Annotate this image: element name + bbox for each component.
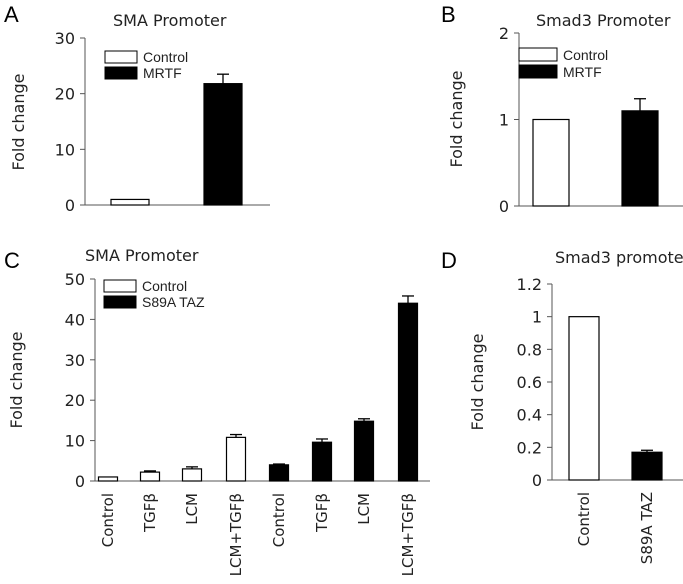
panel-a-y-tick-label: 0 [65, 196, 75, 215]
panel-a-y-tick-label: 30 [55, 29, 75, 48]
panel-a-legend-swatch [104, 50, 138, 64]
panel-d-x-category-label: Control [575, 492, 593, 546]
panel-b-bar [621, 110, 659, 207]
panel-d-y-tick-label: 0.2 [517, 438, 542, 457]
panel-c-legend-label: Control [142, 278, 187, 294]
panel-a-bar [203, 83, 243, 206]
panel-b-title: Smad3 Promoter [536, 11, 671, 30]
panel-b-bar [532, 118, 570, 207]
panel-b-y-axis-label: Fold change [447, 71, 466, 168]
panel-c-y-tick-label: 40 [65, 310, 85, 329]
panel-c-bar [139, 471, 161, 482]
panel-c-x-category-label: TGFβ [313, 493, 331, 533]
panel-d-bar [568, 316, 600, 481]
panel-d-y-axis-label: Fold change [468, 334, 487, 431]
panel-d-x-category-label: S89A TAZ [638, 492, 656, 564]
panel-b-legend-label: MRTF [563, 64, 602, 80]
panel-c-x-category-label: Control [99, 493, 117, 547]
panel-a-y-tick-label: 10 [55, 140, 75, 159]
panel-c-legend-label: S89A TAZ [142, 294, 205, 310]
panel-letter-a: A [4, 2, 19, 27]
panel-c-x-category-label: TGFβ [141, 493, 159, 533]
panel-c-bar [311, 441, 333, 482]
panel-c-bar [225, 436, 247, 482]
panel-c-bar [268, 464, 290, 482]
panel-a-bar [110, 198, 150, 206]
panel-b-y-tick-label: 1 [499, 111, 509, 130]
panel-d-y-tick-label: 1.2 [517, 275, 542, 294]
panel-c-x-category-label: LCM [355, 493, 373, 525]
panel-c-bar [397, 302, 419, 482]
panel-c-x-category-label: LCM [183, 493, 201, 525]
panel-d-title: Smad3 promoter [555, 248, 683, 267]
panel-c-x-category-label: Control [270, 493, 288, 547]
panel-c-y-axis-label: Fold change [7, 332, 26, 429]
panel-b-y-tick-label: 0 [499, 197, 509, 216]
panel-c-y-tick-label: 50 [65, 270, 85, 289]
panel-a-y-axis-label: Fold change [9, 74, 28, 171]
panel-d-y-tick-label: 0.6 [517, 373, 542, 392]
panel-a-legend-label: MRTF [143, 65, 182, 81]
panel-a-legend-label: Control [143, 49, 188, 65]
panel-c-y-tick-label: 10 [65, 432, 85, 451]
panel-c-legend-swatch [103, 295, 137, 309]
panel-d-y-tick-label: 0.4 [517, 406, 542, 425]
panel-d-chart: Smad3 promoter Fold change 0 0.2 0.4 0.6 0.8 1 1… [468, 248, 683, 564]
panel-letter-d: D [441, 248, 457, 273]
panel-c-y-tick-label: 20 [65, 391, 85, 410]
panel-d-y-tick-label: 0 [532, 471, 542, 490]
panel-c-title: SMA Promoter [85, 246, 199, 265]
panel-c-x-category-label: LCM+TGFβ [399, 493, 417, 576]
panel-letter-b: B [441, 2, 456, 27]
panel-c-bar [97, 476, 119, 482]
panel-d-y-tick-label: 0.8 [517, 340, 542, 359]
panel-b-legend-swatch [518, 47, 558, 62]
panel-c-bar [353, 420, 375, 482]
panel-a-legend-swatch [104, 66, 138, 80]
panel-b-y-tick-label: 2 [499, 24, 509, 43]
panel-b-legend-swatch [518, 64, 558, 79]
panel-a-chart: SMA Promoter Fold change 0 10 20 30 ControlMRT… [9, 11, 270, 215]
panel-letter-c: C [4, 248, 20, 273]
panel-c-bar [181, 468, 203, 482]
panel-a-y-tick-label: 20 [55, 85, 75, 104]
panel-a-title: SMA Promoter [113, 11, 227, 30]
panel-b-legend-label: Control [563, 47, 608, 63]
panel-d-y-tick-label: 1 [532, 308, 542, 327]
panel-c-y-tick-label: 0 [75, 472, 85, 491]
panel-d-bar [631, 451, 663, 481]
panel-c-y-tick-label: 30 [65, 351, 85, 370]
panel-c-chart: SMA Promoter Fold change 0 10 20 30 40 50 Contro… [7, 246, 430, 576]
panel-c-legend-swatch [103, 279, 137, 293]
panel-c-x-category-label: LCM+TGFβ [227, 493, 245, 576]
